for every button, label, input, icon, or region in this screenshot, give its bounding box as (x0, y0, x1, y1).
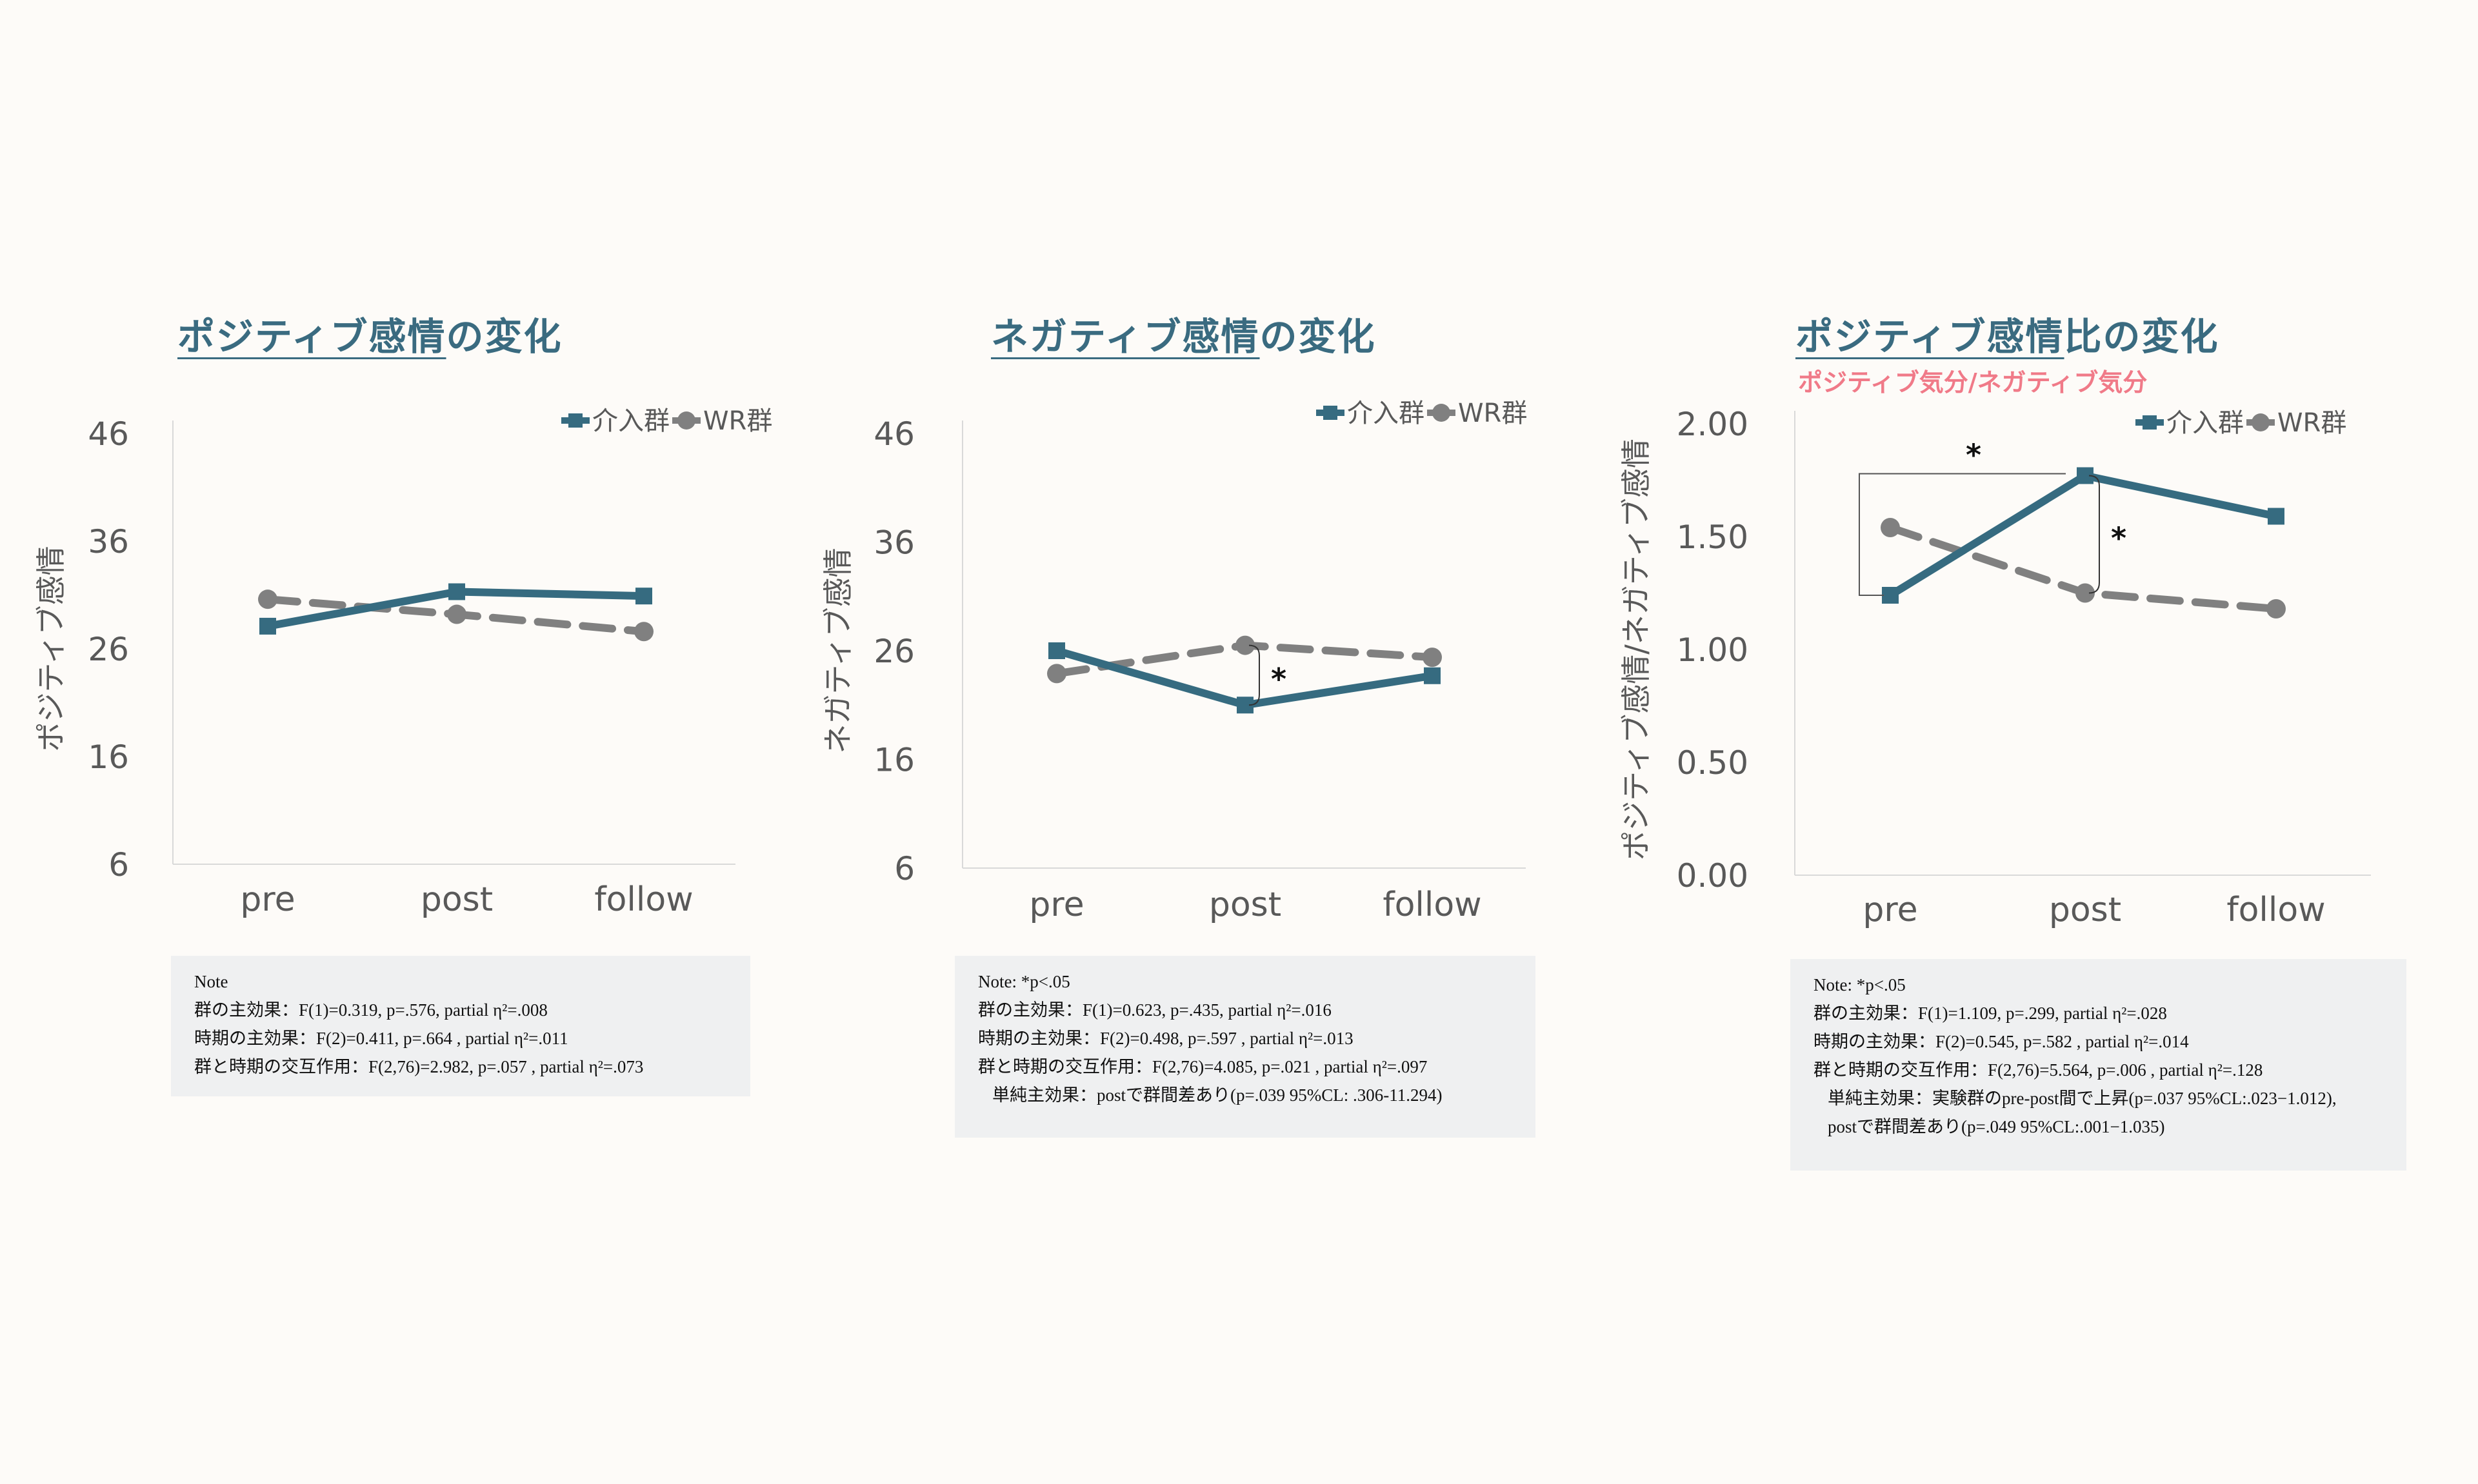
legend-label: WR群 (1458, 399, 1527, 428)
x-tick-label: post (2049, 891, 2121, 929)
data-point-intervention (259, 617, 276, 635)
data-point-intervention (1424, 667, 1441, 684)
note-line: Note: *p<.05 (978, 972, 1070, 991)
y-axis-label: ポジティブ感情 (34, 546, 68, 751)
legend-marker (2143, 415, 2157, 430)
data-point-wr (1047, 664, 1066, 684)
significance-star: * (1966, 438, 1981, 473)
y-tick-label: 0.50 (1677, 744, 1748, 782)
note-line: 時期の主効果：F(2)=0.545, p=.582 , partial η²=.… (1814, 1032, 2189, 1051)
legend-label: WR群 (2277, 408, 2346, 438)
note-line: 群と時期の交互作用：F(2,76)=5.564, p=.006 , partia… (1814, 1060, 2263, 1080)
note-simple-effect: 単純主効果：postで群間差あり(p=.039 95%CL: .306-11.2… (992, 1085, 1443, 1105)
note-line: 群の主効果：F(1)=0.623, p=.435, partial η²=.01… (978, 1000, 1332, 1020)
chart-panel-ratio: ポジティブ感情比の変化 ポジティブ気分/ネガティブ気分 0.00 0.50 1.00… (1587, 0, 2406, 1484)
data-point-intervention (1048, 642, 1065, 659)
line-chart-ratio: 0.00 0.50 1.00 1.50 2.00 ポジティブ感情/ネガティブ感情 pre po… (1619, 406, 2371, 929)
legend-marker (677, 411, 695, 430)
chart-panel-positive: ポジティブ感情の変化 6 16 26 36 46 ポジティブ感情 pre post follow… (0, 0, 772, 1484)
y-tick-label: 2.00 (1677, 406, 1748, 443)
data-point-intervention (2268, 508, 2284, 525)
data-point-intervention (635, 588, 652, 605)
significance-bracket (1859, 473, 2066, 596)
x-tick-label: pre (1029, 885, 1084, 924)
data-point-wr (2266, 599, 2286, 618)
legend-label: 介入群 (1347, 399, 1424, 428)
y-tick-label: 6 (108, 846, 129, 884)
chart-subtitle: ポジティブ気分/ネガティブ気分 (1798, 368, 2148, 397)
chart-panel-negative: ネガティブ感情の変化 6 16 26 36 46 ネガティブ感情 pre post follow… (787, 0, 1535, 1484)
y-tick-label: 16 (874, 742, 915, 779)
data-point-wr (447, 604, 466, 624)
data-point-wr (1881, 518, 1900, 537)
significance-star: * (1271, 662, 1286, 697)
y-tick-label: 26 (874, 633, 915, 670)
data-point-wr (2075, 583, 2095, 603)
data-point-wr (1423, 648, 1442, 668)
y-tick-label: 16 (88, 738, 129, 776)
x-tick-label: pre (1863, 891, 1917, 929)
line-chart-positive: 6 16 26 36 46 ポジティブ感情 pre post follow 介入群 WR群 (34, 406, 772, 919)
data-point-wr (1235, 635, 1255, 655)
data-point-wr (258, 589, 277, 609)
legend-marker (568, 413, 583, 428)
y-tick-label: 36 (874, 524, 915, 562)
chart-title: ポジティブ感情比の変化 (1795, 315, 2219, 359)
note-simple-effect: postで群間差あり(p=.049 95%CL:.001−1.035) (1828, 1117, 2165, 1136)
y-tick-label: 26 (88, 631, 129, 668)
y-tick-label: 6 (894, 850, 915, 887)
data-point-intervention (1882, 587, 1899, 604)
note-line: Note: *p<.05 (1814, 975, 1906, 994)
note-box: Note: *p<.05 群の主効果：F(1)=0.623, p=.435, pa… (955, 956, 1535, 1138)
y-axis-label: ポジティブ感情/ネガティブ感情 (1619, 439, 1654, 860)
x-tick-label: follow (1383, 885, 1481, 924)
note-box: Note 群の主効果：F(1)=0.319, p=.576, partial η²… (171, 956, 750, 1096)
note-line: 時期の主効果：F(2)=0.498, p=.597 , partial η²=.… (978, 1029, 1354, 1048)
legend-marker (1323, 406, 1337, 420)
x-tick-label: follow (2226, 891, 2325, 929)
x-tick-label: pre (240, 880, 295, 919)
y-tick-label: 46 (88, 415, 129, 453)
significance-bracket (2088, 475, 2100, 594)
note-line: 群と時期の交互作用：F(2,76)=2.982, p=.057 , partia… (194, 1057, 644, 1076)
note-line: Note (194, 972, 228, 991)
significance-bracket (1248, 644, 1260, 706)
x-tick-label: post (421, 880, 493, 919)
note-box: Note: *p<.05 群の主効果：F(1)=1.109, p=.299, pa… (1790, 959, 2406, 1171)
note-simple-effect: 単純主効果：実験群のpre-post間で上昇(p=.037 95%CL:.023… (1828, 1089, 2337, 1108)
y-tick-label: 1.00 (1677, 631, 1748, 669)
note-line: 群の主効果：F(1)=1.109, p=.299, partial η²=.02… (1814, 1004, 2167, 1023)
legend-label: 介入群 (2166, 408, 2244, 438)
chart-title: ネガティブ感情の変化 (991, 315, 1376, 359)
line-chart-negative: 6 16 26 36 46 ネガティブ感情 pre post follow 介入群 WR群 * (821, 399, 1527, 924)
legend-label: WR群 (703, 406, 772, 436)
y-tick-label: 36 (88, 523, 129, 560)
y-axis-label: ネガティブ感情 (821, 548, 855, 753)
chart-title: ポジティブ感情の変化 (177, 315, 563, 359)
legend-marker (2252, 413, 2270, 431)
y-tick-label: 1.50 (1677, 519, 1748, 556)
legend-label: 介入群 (592, 406, 670, 436)
significance-star: * (2111, 521, 2126, 556)
data-point-intervention (448, 583, 465, 600)
y-tick-label: 0.00 (1677, 857, 1748, 895)
note-line: 群の主効果：F(1)=0.319, p=.576, partial η²=.00… (194, 1000, 548, 1020)
x-tick-label: post (1209, 885, 1281, 924)
y-tick-label: 46 (874, 415, 915, 453)
legend-marker (1432, 404, 1450, 422)
data-point-wr (634, 622, 654, 642)
note-line: 群と時期の交互作用：F(2,76)=4.085, p=.021 , partia… (978, 1057, 1428, 1076)
note-line: 時期の主効果：F(2)=0.411, p=.664 , partial η²=.… (194, 1029, 568, 1048)
series-line-intervention (1888, 471, 2277, 599)
x-tick-label: follow (594, 880, 693, 919)
